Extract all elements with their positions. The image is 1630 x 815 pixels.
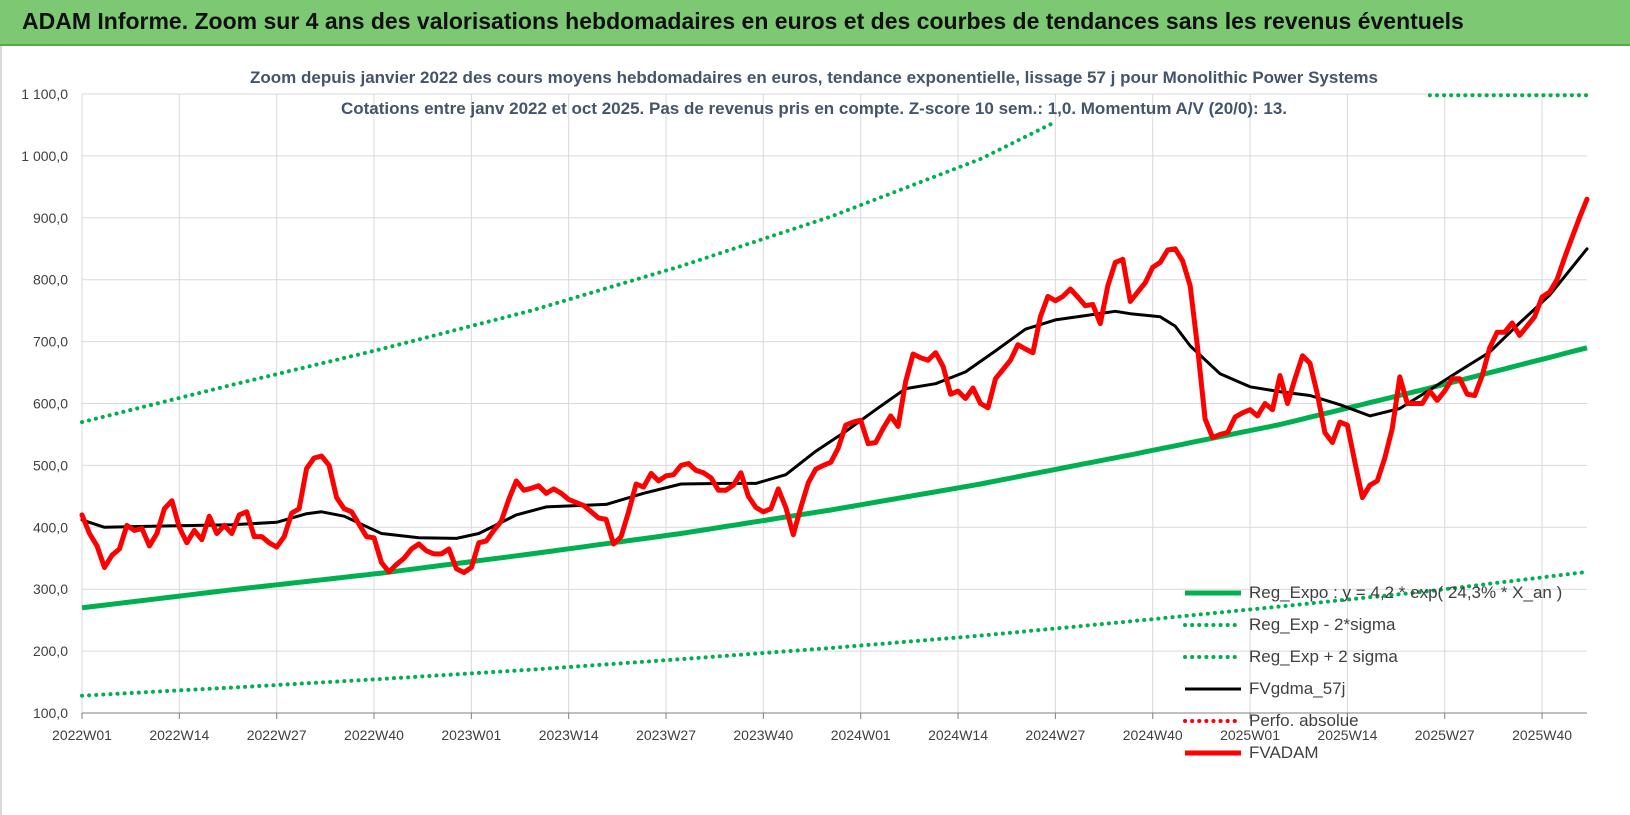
y-axis: 100,0 200,0 300,0 400,0 500,0 600,0 700,0 800,0… [21,86,68,721]
x-tick-label: 2025W01 [1220,727,1280,743]
chart-subtitle: Cotations entre janv 2022 et oct 2025. P… [341,99,1287,118]
series-line-2 [80,569,1589,698]
y-tick-label: 700,0 [33,334,68,350]
y-tick-label: 800,0 [33,272,68,288]
y-tick-label: 400,0 [33,519,68,535]
x-tick-label: 2023W14 [539,727,599,743]
x-tick-label: 2023W27 [636,727,696,743]
x-tick-label: 2024W40 [1123,727,1183,743]
x-tick-label: 2022W01 [52,727,112,743]
series-group [79,93,1590,698]
y-tick-label: 1 000,0 [21,148,68,164]
price-chart: 100,0 200,0 300,0 400,0 500,0 600,0 700,0 800,0… [21,68,1590,762]
legend-label: Reg_Expo : y = 4,2 * exp( 24,3% * X_an ) [1249,583,1562,602]
series-line-5 [79,196,1590,575]
x-axis: 2022W01 2022W14 2022W27 2022W40 2023W01 2023W… [52,727,1572,743]
y-tick-label: 600,0 [33,396,68,412]
legend-label: Reg_Exp - 2*sigma [1249,615,1396,634]
legend-label: FVgdma_57j [1249,679,1345,698]
x-tick-label: 2025W27 [1415,727,1475,743]
chart-area: 100,0 200,0 300,0 400,0 500,0 600,0 700,0 800,0… [0,46,1630,815]
y-tick-label: 100,0 [33,705,68,721]
x-tick-label: 2022W27 [247,727,307,743]
x-tick-label: 2025W40 [1512,727,1572,743]
x-tick-label: 2023W01 [441,727,501,743]
report-title: ADAM Informe. Zoom sur 4 ans des valoris… [22,8,1464,34]
x-tick-label: 2024W14 [928,727,988,743]
y-tick-label: 1 100,0 [21,86,68,102]
grid [81,93,1587,719]
x-tick-label: 2025W14 [1317,727,1377,743]
y-tick-label: 900,0 [33,210,68,226]
x-tick-label: 2022W40 [344,727,404,743]
legend: Reg_Expo : y = 4,2 * exp( 24,3% * X_an )… [1183,583,1562,762]
legend-label: FVADAM [1249,743,1319,762]
series-line-1 [81,345,1588,611]
x-tick-label: 2022W14 [149,727,209,743]
y-tick-label: 300,0 [33,581,68,597]
x-tick-label: 2023W40 [733,727,793,743]
chart-title: Zoom depuis janvier 2022 des cours moyen… [250,68,1378,87]
x-tick-label: 2024W01 [831,727,891,743]
report-banner: ADAM Informe. Zoom sur 4 ans des valoris… [0,0,1630,46]
legend-label: Perfo. absolue [1249,711,1359,730]
legend-label: Reg_Exp + 2 sigma [1249,647,1398,666]
y-tick-label: 500,0 [33,457,68,473]
series-line-3 [80,119,1058,425]
x-tick-label: 2024W27 [1025,727,1085,743]
y-tick-label: 200,0 [33,643,68,659]
